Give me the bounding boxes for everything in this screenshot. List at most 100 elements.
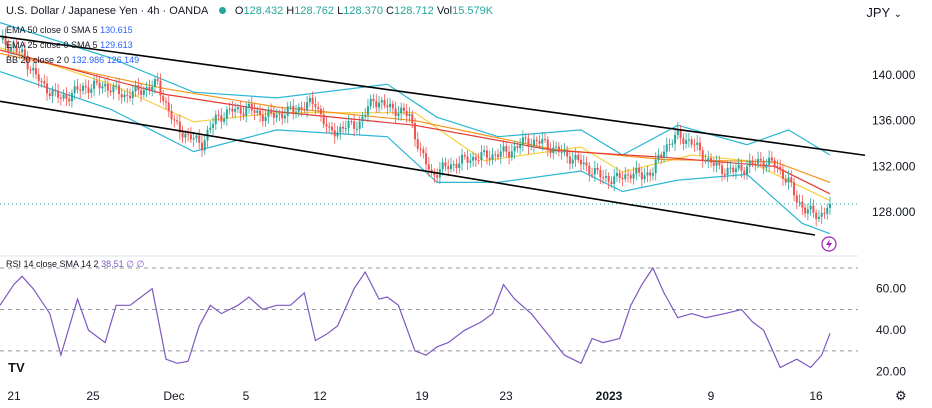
candle-body	[68, 98, 71, 102]
candle-body	[106, 84, 109, 91]
candle-body	[297, 107, 300, 112]
candle-body	[801, 201, 804, 208]
candle-body	[402, 107, 405, 111]
candle-body	[449, 164, 452, 170]
candle-body	[474, 156, 477, 161]
candle-body	[754, 163, 757, 165]
candle-body	[281, 113, 284, 119]
currency-selector[interactable]: JPY ⌄	[866, 5, 902, 20]
rsi-label: RSI 14 close SMA 14 2	[6, 259, 99, 269]
candle-body	[715, 162, 718, 166]
candle-body	[596, 167, 599, 171]
candle-body	[328, 126, 331, 128]
candle-body	[422, 149, 425, 154]
candle-body	[79, 89, 82, 91]
lightning-icon[interactable]	[821, 236, 837, 252]
time-tick-label: 5	[243, 389, 250, 403]
rsi-value-2: ∅	[126, 259, 134, 269]
candle-body	[685, 140, 688, 144]
legend-ema25[interactable]: EMA 25 close 0 SMA 5 129.613	[6, 40, 133, 50]
candle-body	[231, 108, 234, 112]
candle-body	[555, 146, 558, 148]
ema50-line	[0, 52, 831, 183]
candle-body	[98, 82, 101, 89]
candle-body	[646, 172, 649, 176]
candle-body	[32, 68, 35, 71]
candle-body	[809, 205, 812, 210]
open-value: 128.432	[243, 5, 284, 17]
candle-body	[707, 158, 710, 161]
candle-body	[521, 137, 524, 146]
candle-body	[737, 165, 740, 169]
candle-body	[325, 124, 328, 127]
candle-body	[82, 85, 84, 91]
candle-body	[483, 150, 486, 153]
candle-body	[87, 87, 90, 93]
candle-body	[109, 90, 112, 93]
candle-body	[588, 165, 591, 175]
candle-body	[203, 140, 206, 151]
candle-body	[159, 80, 162, 96]
settings-icon[interactable]: ⚙	[895, 388, 907, 403]
chevron-down-icon: ⌄	[893, 9, 902, 20]
ema25-label: EMA 25 close 0 SMA 5	[6, 40, 98, 50]
ema25-value: 129.613	[100, 40, 133, 50]
time-tick-label: 12	[313, 389, 327, 403]
candle-body	[815, 212, 818, 219]
candle-body	[70, 92, 73, 102]
candle-body	[289, 106, 292, 108]
candle-body	[441, 162, 444, 170]
candle-body	[723, 173, 726, 175]
channel-lower-line[interactable]	[0, 100, 816, 236]
candle-body	[391, 103, 394, 109]
candle-body	[671, 143, 674, 145]
candle-body	[151, 86, 154, 90]
channel-upper-line[interactable]	[0, 35, 866, 157]
candle-body	[585, 162, 588, 166]
candle-body	[408, 114, 411, 117]
volume-label: Vol	[436, 5, 453, 17]
candle-body	[405, 110, 408, 117]
candle-body	[414, 123, 416, 140]
candle-body	[574, 154, 577, 160]
candle-body	[546, 139, 549, 150]
time-tick-label: 23	[499, 389, 513, 403]
descending-channel	[0, 35, 866, 252]
candle-body	[447, 166, 450, 170]
candle-body	[369, 98, 372, 107]
candle-body	[779, 166, 782, 170]
candle-body	[610, 181, 613, 184]
candle-body	[306, 102, 309, 111]
candle-body	[115, 85, 118, 87]
candle-body	[704, 160, 707, 162]
candle-body	[383, 100, 386, 106]
legend-bb[interactable]: BB 20 close 2 0 132.986 126.149	[6, 55, 139, 65]
high-value: 128.762	[294, 5, 335, 17]
candle-body	[29, 69, 32, 71]
time-tick-label: 9	[708, 389, 715, 403]
legend-ema50[interactable]: EMA 50 close 0 SMA 5 130.615	[6, 25, 133, 35]
candle-body	[757, 158, 760, 164]
candle-body	[613, 176, 616, 184]
rsi-tick-label: 40.00	[876, 323, 906, 337]
candle-body	[566, 149, 569, 157]
candle-body	[795, 195, 798, 203]
candle-body	[568, 156, 571, 164]
time-tick-label: 25	[86, 389, 100, 403]
axis-labels: 140.000 136.000 132.000 128.000 60.00 40.00 20…	[7, 68, 915, 403]
candle-body	[319, 108, 322, 115]
candle-body	[712, 162, 715, 166]
candle-body	[140, 90, 143, 95]
legend-rsi[interactable]: RSI 14 close SMA 14 2 38.51 ∅ ∅	[6, 259, 144, 270]
bb-value-2: 126.149	[106, 55, 140, 65]
candle-body	[582, 162, 585, 165]
candle-body	[223, 118, 226, 122]
tradingview-logo: TV	[8, 360, 25, 375]
candle-body	[798, 201, 801, 203]
candle-body	[308, 97, 311, 103]
candle-body	[485, 150, 488, 158]
candle-body	[604, 175, 607, 178]
candle-body	[217, 114, 220, 116]
candle-body	[264, 116, 267, 122]
